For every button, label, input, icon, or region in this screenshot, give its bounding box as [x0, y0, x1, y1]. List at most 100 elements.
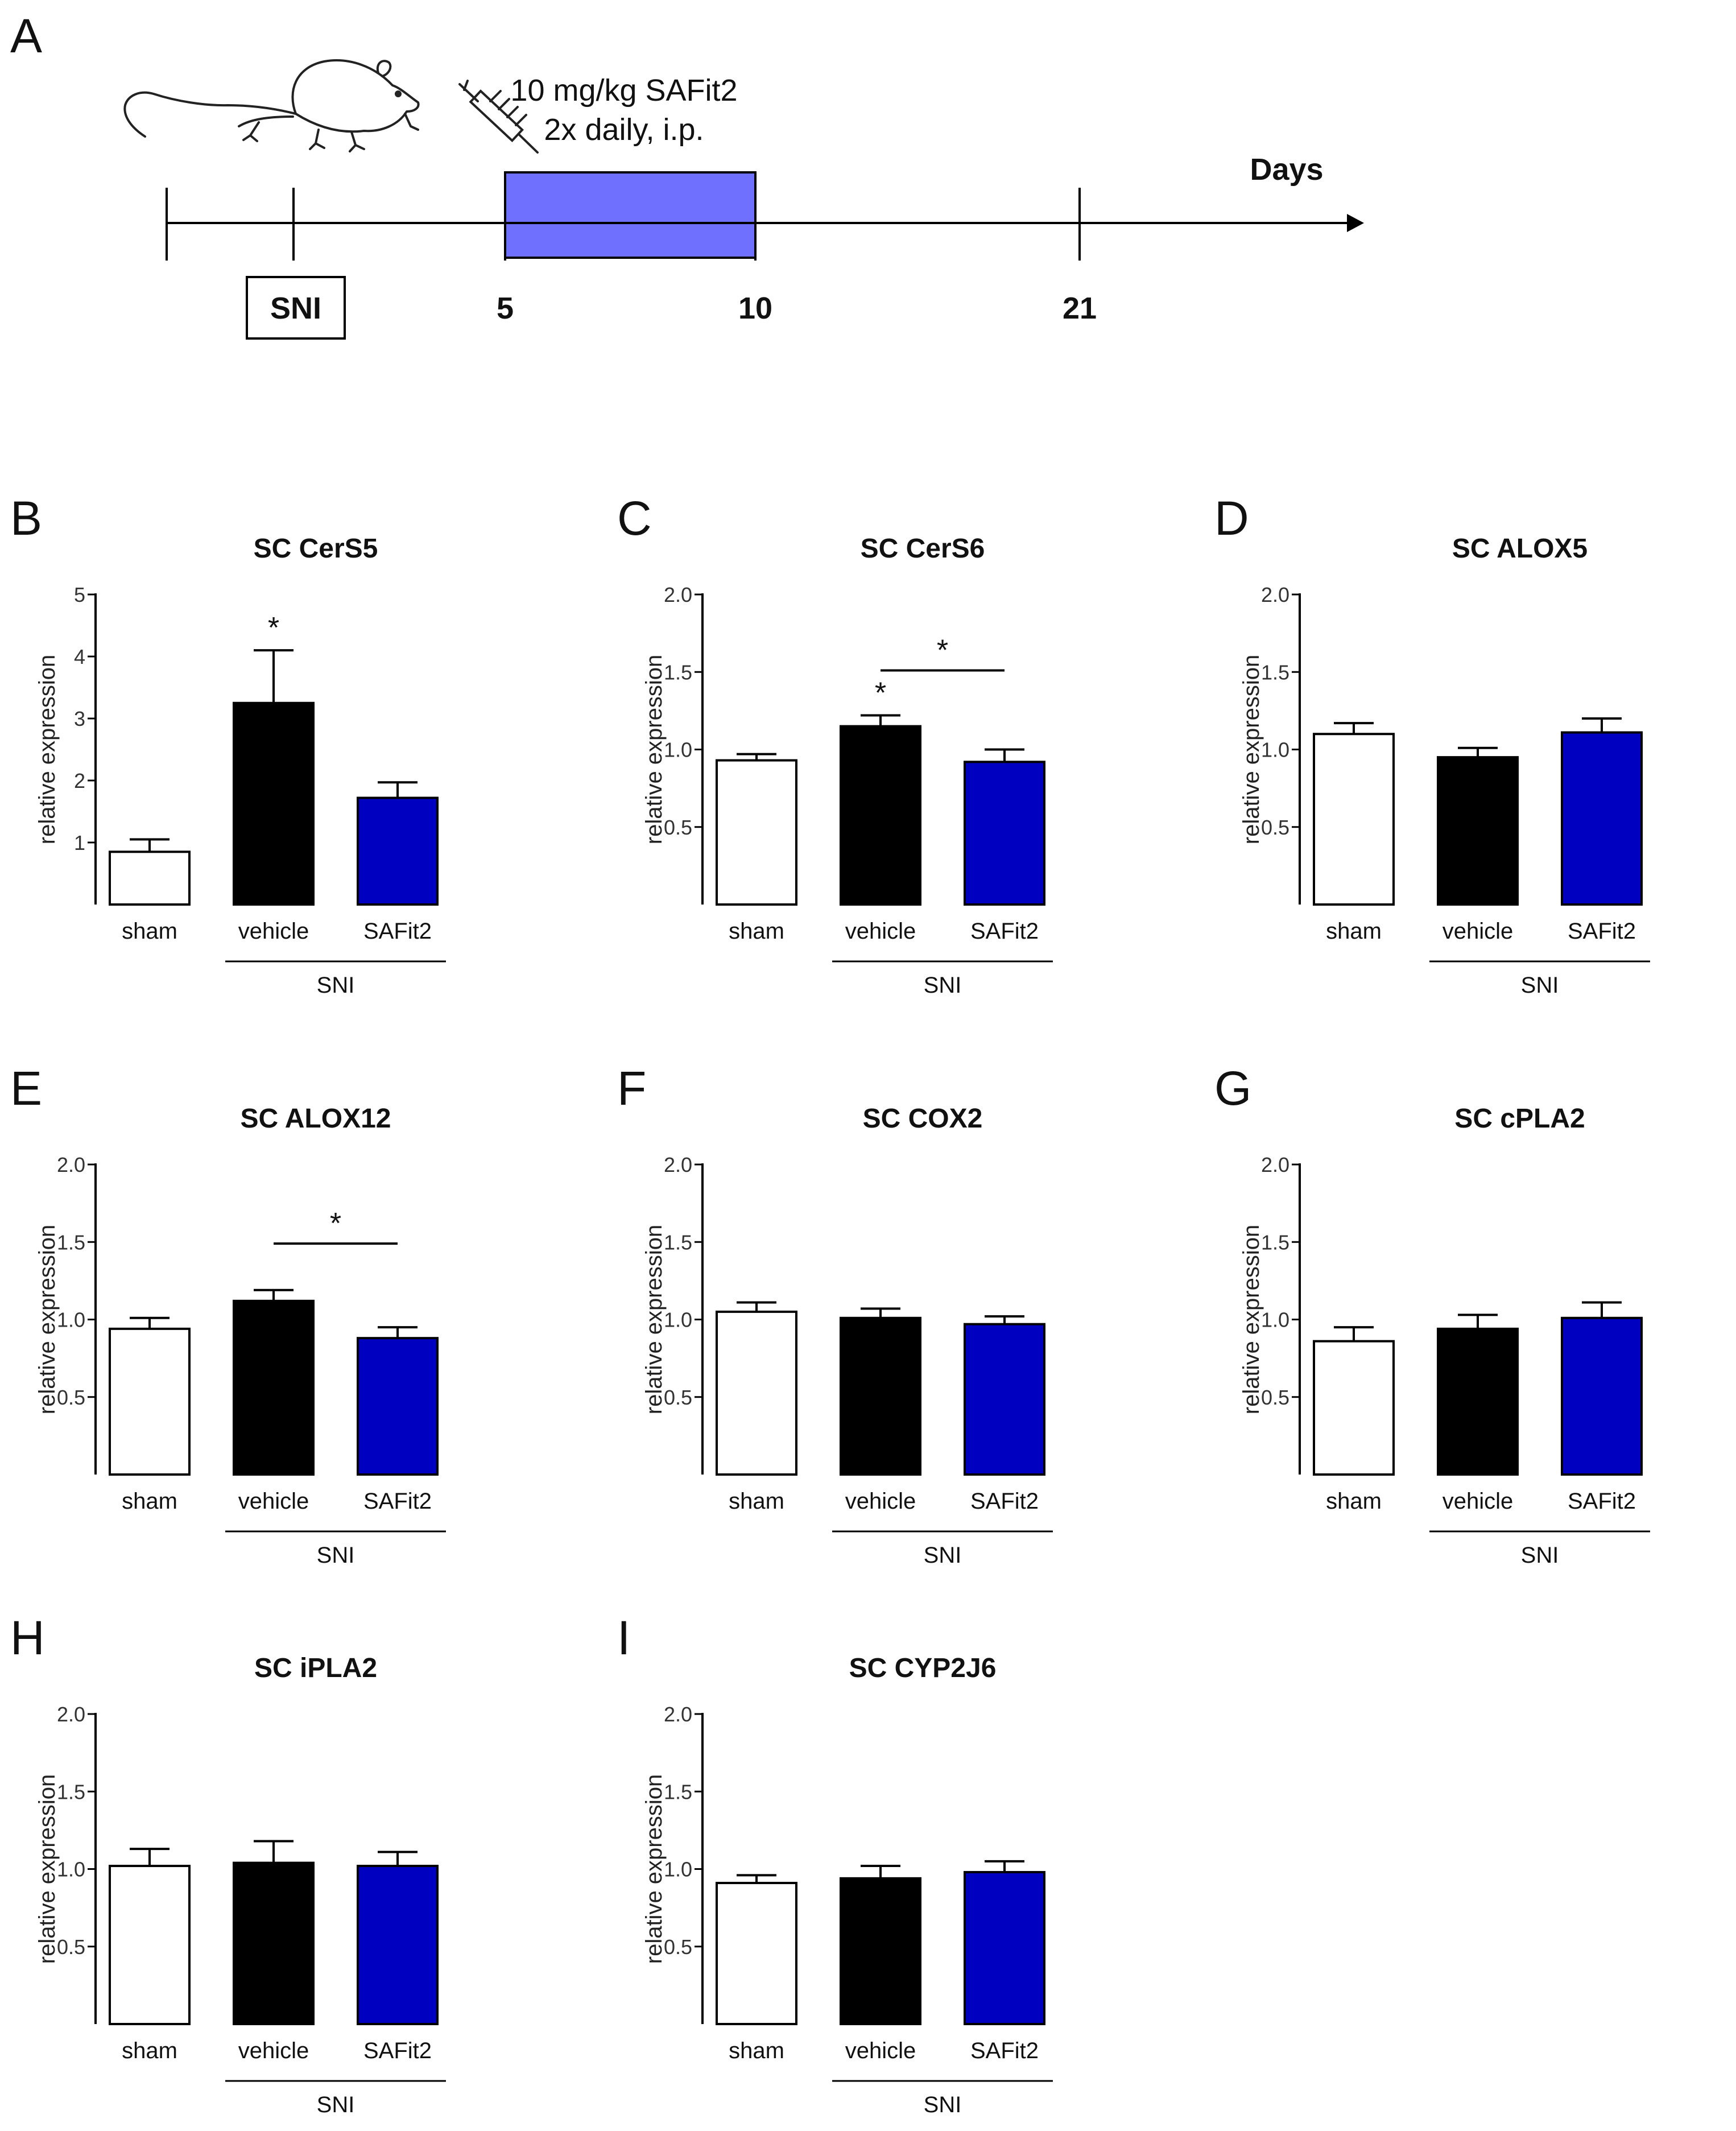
group-label: SNI — [1521, 973, 1559, 998]
bar-vehicle — [233, 701, 315, 906]
chart-title: SC CYP2J6 — [849, 1653, 997, 1683]
panel-letter: H — [10, 1611, 45, 1665]
group-label: SNI — [924, 1543, 962, 1568]
y-tick-label: 1.5 — [57, 1780, 85, 1803]
chart-title: SC COX2 — [863, 1104, 983, 1134]
y-tick-label: 5 — [74, 583, 85, 606]
panel-letter: G — [1214, 1062, 1251, 1115]
bar-sham — [109, 1327, 191, 1476]
y-axis-label: relative expression — [35, 1225, 60, 1415]
bar-sham — [716, 1310, 797, 1476]
y-tick-label: 1 — [74, 831, 85, 854]
group-label: SNI — [317, 973, 355, 998]
chart-title: SC CerS5 — [254, 534, 378, 564]
category-label: sham — [729, 2038, 784, 2063]
y-tick-label: 1.0 — [57, 1858, 85, 1881]
y-tick-label: 2.0 — [57, 1703, 85, 1726]
category-label: sham — [122, 1489, 177, 1514]
day-5-label: 5 — [497, 291, 514, 325]
category-label: vehicle — [238, 2038, 309, 2063]
y-tick-label: 0.5 — [57, 1935, 85, 1959]
chart-title: SC CerS6 — [861, 534, 985, 564]
category-label: SAFit2 — [363, 1489, 432, 1514]
bar-vehicle — [233, 1861, 315, 2026]
y-tick-label: 2 — [74, 769, 85, 792]
day-10-label: 10 — [738, 291, 772, 325]
panel-letter: E — [10, 1062, 42, 1115]
treatment-period-box — [504, 171, 757, 259]
y-tick-label: 1.0 — [664, 1858, 692, 1881]
category-label: sham — [729, 919, 784, 944]
category-label: vehicle — [238, 1489, 309, 1514]
bar-safit2 — [357, 796, 439, 906]
chart-panel-b: B SC CerS5 1 2 3 4 5 relative expression sham veh… — [10, 492, 446, 998]
bar-safit2 — [1561, 1316, 1643, 1476]
group-label: SNI — [317, 2092, 355, 2117]
panel-letter: F — [617, 1062, 646, 1115]
group-label: SNI — [317, 1543, 355, 1568]
chart-panel-d: D SC ALOX5 0.5 1.0 1.5 2.0 relative expression… — [1214, 492, 1650, 998]
category-label: vehicle — [238, 919, 309, 944]
y-axis-label: relative expression — [1239, 655, 1264, 845]
y-tick-label: 2.0 — [57, 1153, 85, 1176]
chart-title: SC cPLA2 — [1454, 1104, 1585, 1134]
significance-star: * — [268, 612, 279, 645]
chart-title: SC ALOX5 — [1452, 534, 1588, 564]
chart-panel-i: I SC CYP2J6 0.5 1.0 1.5 2.0 relative expressio… — [617, 1611, 1053, 2117]
bar-sham — [109, 850, 191, 906]
y-tick-label: 1.5 — [664, 660, 692, 684]
chart-panel-h: H SC iPLA2 0.5 1.0 1.5 2.0 relative expression… — [10, 1611, 446, 2117]
y-tick-label: 2.0 — [664, 1153, 692, 1176]
day-21-label: 21 — [1063, 291, 1097, 325]
chart-panel-c: C SC CerS6 0.5 1.0 1.5 2.0 relative expression… — [617, 492, 1053, 998]
y-axis-label: relative expression — [642, 1774, 667, 1964]
category-label: vehicle — [845, 1489, 916, 1514]
category-label: vehicle — [1442, 1489, 1514, 1514]
timeline-panel: A 10 mg/kg SAFit2 2x daily, i.p. — [10, 9, 1364, 340]
category-label: SAFit2 — [970, 2038, 1039, 2063]
bar-sham — [1313, 1340, 1395, 1476]
bar-safit2 — [964, 1323, 1045, 1476]
category-label: sham — [729, 1489, 784, 1514]
bar-safit2 — [964, 1870, 1045, 2025]
group-label: SNI — [1521, 1543, 1559, 1568]
y-tick-label: 2.0 — [1261, 583, 1289, 606]
chart-panel-g: G SC cPLA2 0.5 1.0 1.5 2.0 relative expression… — [1214, 1062, 1650, 1568]
treatment-schedule-label: 2x daily, i.p. — [544, 113, 704, 147]
bar-sham — [109, 1865, 191, 2026]
chart-title: SC iPLA2 — [254, 1653, 377, 1683]
category-label: vehicle — [845, 919, 916, 944]
sni-box — [246, 276, 346, 340]
bar-vehicle — [840, 1877, 921, 2026]
significance-star: * — [330, 1207, 341, 1240]
bar-vehicle — [840, 1316, 921, 1476]
category-label: vehicle — [845, 2038, 916, 2063]
syringe-icon — [458, 80, 539, 154]
y-tick-label: 0.5 — [664, 1935, 692, 1959]
significance-star: * — [937, 634, 948, 667]
timeline-arrowhead — [1347, 214, 1364, 232]
category-label: SAFit2 — [1568, 1489, 1636, 1514]
y-axis-label: relative expression — [1239, 1225, 1264, 1415]
y-tick-label: 0.5 — [57, 1386, 85, 1409]
panel-letter-a: A — [10, 9, 42, 63]
mouse-icon — [123, 59, 420, 152]
bar-vehicle — [1437, 756, 1519, 906]
y-tick-label: 4 — [74, 645, 85, 668]
y-axis-label: relative expression — [642, 655, 667, 845]
timeline-axis-label: Days — [1250, 152, 1323, 187]
y-axis-label: relative expression — [642, 1225, 667, 1415]
y-tick-label: 3 — [74, 707, 85, 730]
chart-title: SC ALOX12 — [241, 1104, 391, 1134]
panel-letter: I — [617, 1611, 630, 1665]
group-label: SNI — [924, 2092, 962, 2117]
y-tick-label: 1.0 — [664, 738, 692, 762]
y-tick-label: 1.5 — [664, 1230, 692, 1254]
y-tick-label: 0.5 — [1261, 1386, 1289, 1409]
chart-panel-f: F SC COX2 0.5 1.0 1.5 2.0 relative expression s… — [617, 1062, 1053, 1568]
panel-letter: D — [1214, 492, 1249, 545]
y-tick-label: 1.5 — [57, 1230, 85, 1254]
treatment-dose-label: 10 mg/kg SAFit2 — [510, 73, 737, 108]
category-label: SAFit2 — [1568, 919, 1636, 944]
